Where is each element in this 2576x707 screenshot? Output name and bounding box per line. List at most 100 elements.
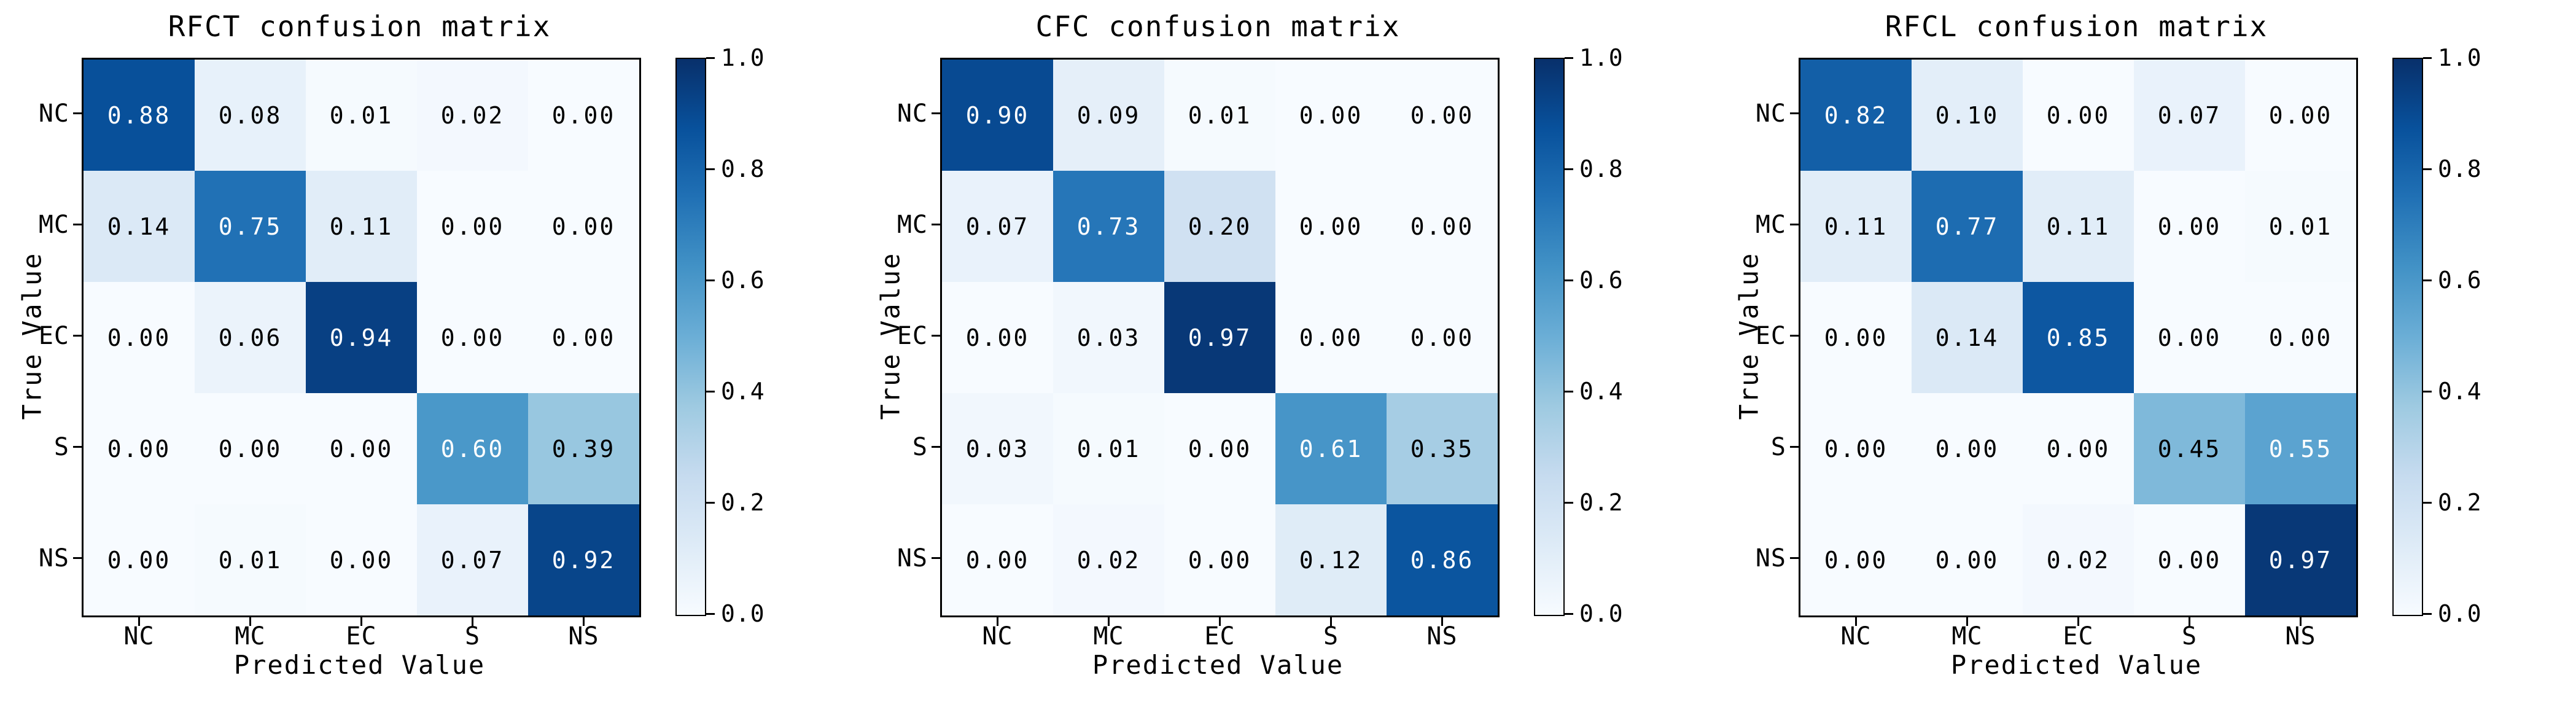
confusion-matrix-panel-rfct: RFCT confusion matrix True Value 0.88 0.08 0… bbox=[0, 0, 858, 707]
heatmap-cell: 0.01 bbox=[195, 504, 306, 615]
heatmap-cell: 0.00 bbox=[417, 282, 528, 393]
colorbar-tick-mark bbox=[2423, 613, 2432, 615]
heatmap-cell: 0.01 bbox=[1164, 60, 1275, 171]
heatmap-cell: 0.88 bbox=[84, 60, 195, 171]
heatmap-grid: 0.82 0.10 0.00 0.07 0.00 0.11 0.77 0.11 0.00 0.01… bbox=[1799, 58, 2358, 617]
heatmap-cell: 0.92 bbox=[528, 504, 639, 615]
x-tick-label: NC bbox=[1840, 622, 1872, 650]
y-tick-mark bbox=[73, 223, 82, 225]
x-tick-mark bbox=[582, 617, 585, 626]
colorbar-tick-mark bbox=[706, 168, 715, 170]
colorbar-tick-mark bbox=[706, 279, 715, 281]
chart-title: RFCT confusion matrix bbox=[168, 10, 551, 43]
heatmap-cell: 0.97 bbox=[1164, 282, 1275, 393]
heatmap-cell: 0.86 bbox=[1387, 504, 1498, 615]
colorbar-tick-mark bbox=[1565, 613, 1573, 615]
colorbar-tick-label: 0.6 bbox=[1579, 267, 1624, 294]
heatmap-cell: 0.03 bbox=[942, 393, 1053, 504]
heatmap-cell-value: 0.00 bbox=[2157, 324, 2222, 351]
heatmap-cell: 0.55 bbox=[2245, 393, 2356, 504]
heatmap-cell: 0.00 bbox=[195, 393, 306, 504]
chart-title: RFCL confusion matrix bbox=[1885, 10, 2268, 43]
heatmap-cell: 0.00 bbox=[2023, 60, 2134, 171]
heatmap-cell-value: 0.60 bbox=[440, 435, 505, 463]
heatmap-cell-value: 0.35 bbox=[1410, 435, 1474, 463]
heatmap-grid: 0.90 0.09 0.01 0.00 0.00 0.07 0.73 0.20 0.00 0.00… bbox=[940, 58, 1500, 617]
heatmap-cell-value: 0.77 bbox=[1935, 213, 1999, 240]
heatmap-cell-value: 0.00 bbox=[1824, 546, 1888, 574]
colorbar-tick-mark bbox=[2423, 168, 2432, 170]
heatmap-cell-value: 0.00 bbox=[551, 324, 616, 351]
heatmap-cell-value: 0.20 bbox=[1188, 213, 1252, 240]
y-tick-label: MC bbox=[1755, 210, 1786, 239]
x-axis-title: Predicted Value bbox=[233, 650, 486, 680]
heatmap-cell: 0.60 bbox=[417, 393, 528, 504]
x-tick-label: S bbox=[2181, 622, 2198, 650]
colorbar-tick-label: 1.0 bbox=[1579, 44, 1624, 71]
heatmap-cell-value: 0.00 bbox=[1410, 213, 1474, 240]
heatmap-cell: 0.00 bbox=[2245, 282, 2356, 393]
y-tick-mark bbox=[1790, 223, 1799, 225]
heatmap-cell: 0.03 bbox=[1053, 282, 1164, 393]
heatmap-cell-value: 0.00 bbox=[1935, 546, 1999, 574]
x-tick-label: EC bbox=[346, 622, 377, 650]
heatmap-cell-value: 0.00 bbox=[1824, 324, 1888, 351]
heatmap-cell-value: 0.00 bbox=[1935, 435, 1999, 463]
y-tick-mark bbox=[73, 445, 82, 448]
heatmap-cell: 0.14 bbox=[1912, 282, 2023, 393]
heatmap-cell-value: 0.00 bbox=[1188, 435, 1252, 463]
heatmap-cell-value: 0.00 bbox=[1410, 101, 1474, 129]
heatmap-cell: 0.00 bbox=[1387, 282, 1498, 393]
colorbar-tick-mark bbox=[2423, 502, 2432, 504]
x-tick-label: MC bbox=[1951, 622, 1983, 650]
colorbar-tick-mark bbox=[2423, 279, 2432, 281]
heatmap-cell-value: 0.00 bbox=[965, 546, 1030, 574]
heatmap-cell: 0.73 bbox=[1053, 171, 1164, 282]
heatmap-cell-value: 0.01 bbox=[1076, 435, 1141, 463]
colorbar-tick-mark bbox=[706, 391, 715, 393]
x-tick-mark bbox=[1441, 617, 1443, 626]
heatmap-cell: 0.00 bbox=[2134, 282, 2245, 393]
colorbar-tick-label: 0.4 bbox=[2438, 378, 2482, 405]
colorbar-tick-label: 0.2 bbox=[1579, 489, 1624, 516]
heatmap-cell: 0.00 bbox=[417, 171, 528, 282]
x-tick-label: MC bbox=[1093, 622, 1124, 650]
heatmap-cell: 0.11 bbox=[306, 171, 417, 282]
heatmap-cell: 0.07 bbox=[942, 171, 1053, 282]
colorbar-tick-mark bbox=[1565, 279, 1573, 281]
heatmap-cell-value: 0.00 bbox=[329, 546, 394, 574]
colorbar-tick-mark bbox=[706, 613, 715, 615]
x-tick-mark bbox=[360, 617, 362, 626]
heatmap-cell-value: 0.97 bbox=[1188, 324, 1252, 351]
heatmap-cell: 0.61 bbox=[1275, 393, 1387, 504]
colorbar-tick-mark bbox=[1565, 168, 1573, 170]
heatmap-cell-value: 0.00 bbox=[2157, 213, 2222, 240]
heatmap-cell: 0.14 bbox=[84, 171, 195, 282]
colorbar-tick-label: 0.6 bbox=[721, 267, 765, 294]
heatmap-cell-value: 0.10 bbox=[1935, 101, 1999, 129]
heatmap-cell: 0.08 bbox=[195, 60, 306, 171]
heatmap-cell-value: 0.09 bbox=[1076, 101, 1141, 129]
heatmap-cell-value: 0.00 bbox=[965, 324, 1030, 351]
x-tick-mark bbox=[2077, 617, 2079, 626]
y-tick-label: NC bbox=[1755, 99, 1786, 128]
y-tick-mark bbox=[932, 445, 940, 448]
heatmap-cell-value: 0.97 bbox=[2268, 546, 2333, 574]
colorbar bbox=[2392, 58, 2423, 616]
heatmap-cell-value: 0.00 bbox=[329, 435, 394, 463]
heatmap-cell: 0.00 bbox=[1275, 282, 1387, 393]
heatmap-cell-value: 0.11 bbox=[2046, 213, 2111, 240]
heatmap-cell: 0.00 bbox=[1800, 393, 1912, 504]
heatmap-cell-value: 0.45 bbox=[2157, 435, 2222, 463]
heatmap-cell: 0.90 bbox=[942, 60, 1053, 171]
y-tick-mark bbox=[1790, 334, 1799, 337]
heatmap-cell-value: 0.02 bbox=[1076, 546, 1141, 574]
colorbar-tick-label: 1.0 bbox=[721, 44, 765, 71]
x-tick-mark bbox=[1329, 617, 1332, 626]
heatmap-cell-value: 0.75 bbox=[218, 213, 282, 240]
heatmap-cell: 0.00 bbox=[1275, 171, 1387, 282]
y-tick-label: S bbox=[912, 432, 928, 461]
colorbar-tick-label: 0.4 bbox=[721, 378, 765, 405]
heatmap-cell: 0.00 bbox=[1800, 282, 1912, 393]
heatmap-cell-value: 0.00 bbox=[1824, 435, 1888, 463]
